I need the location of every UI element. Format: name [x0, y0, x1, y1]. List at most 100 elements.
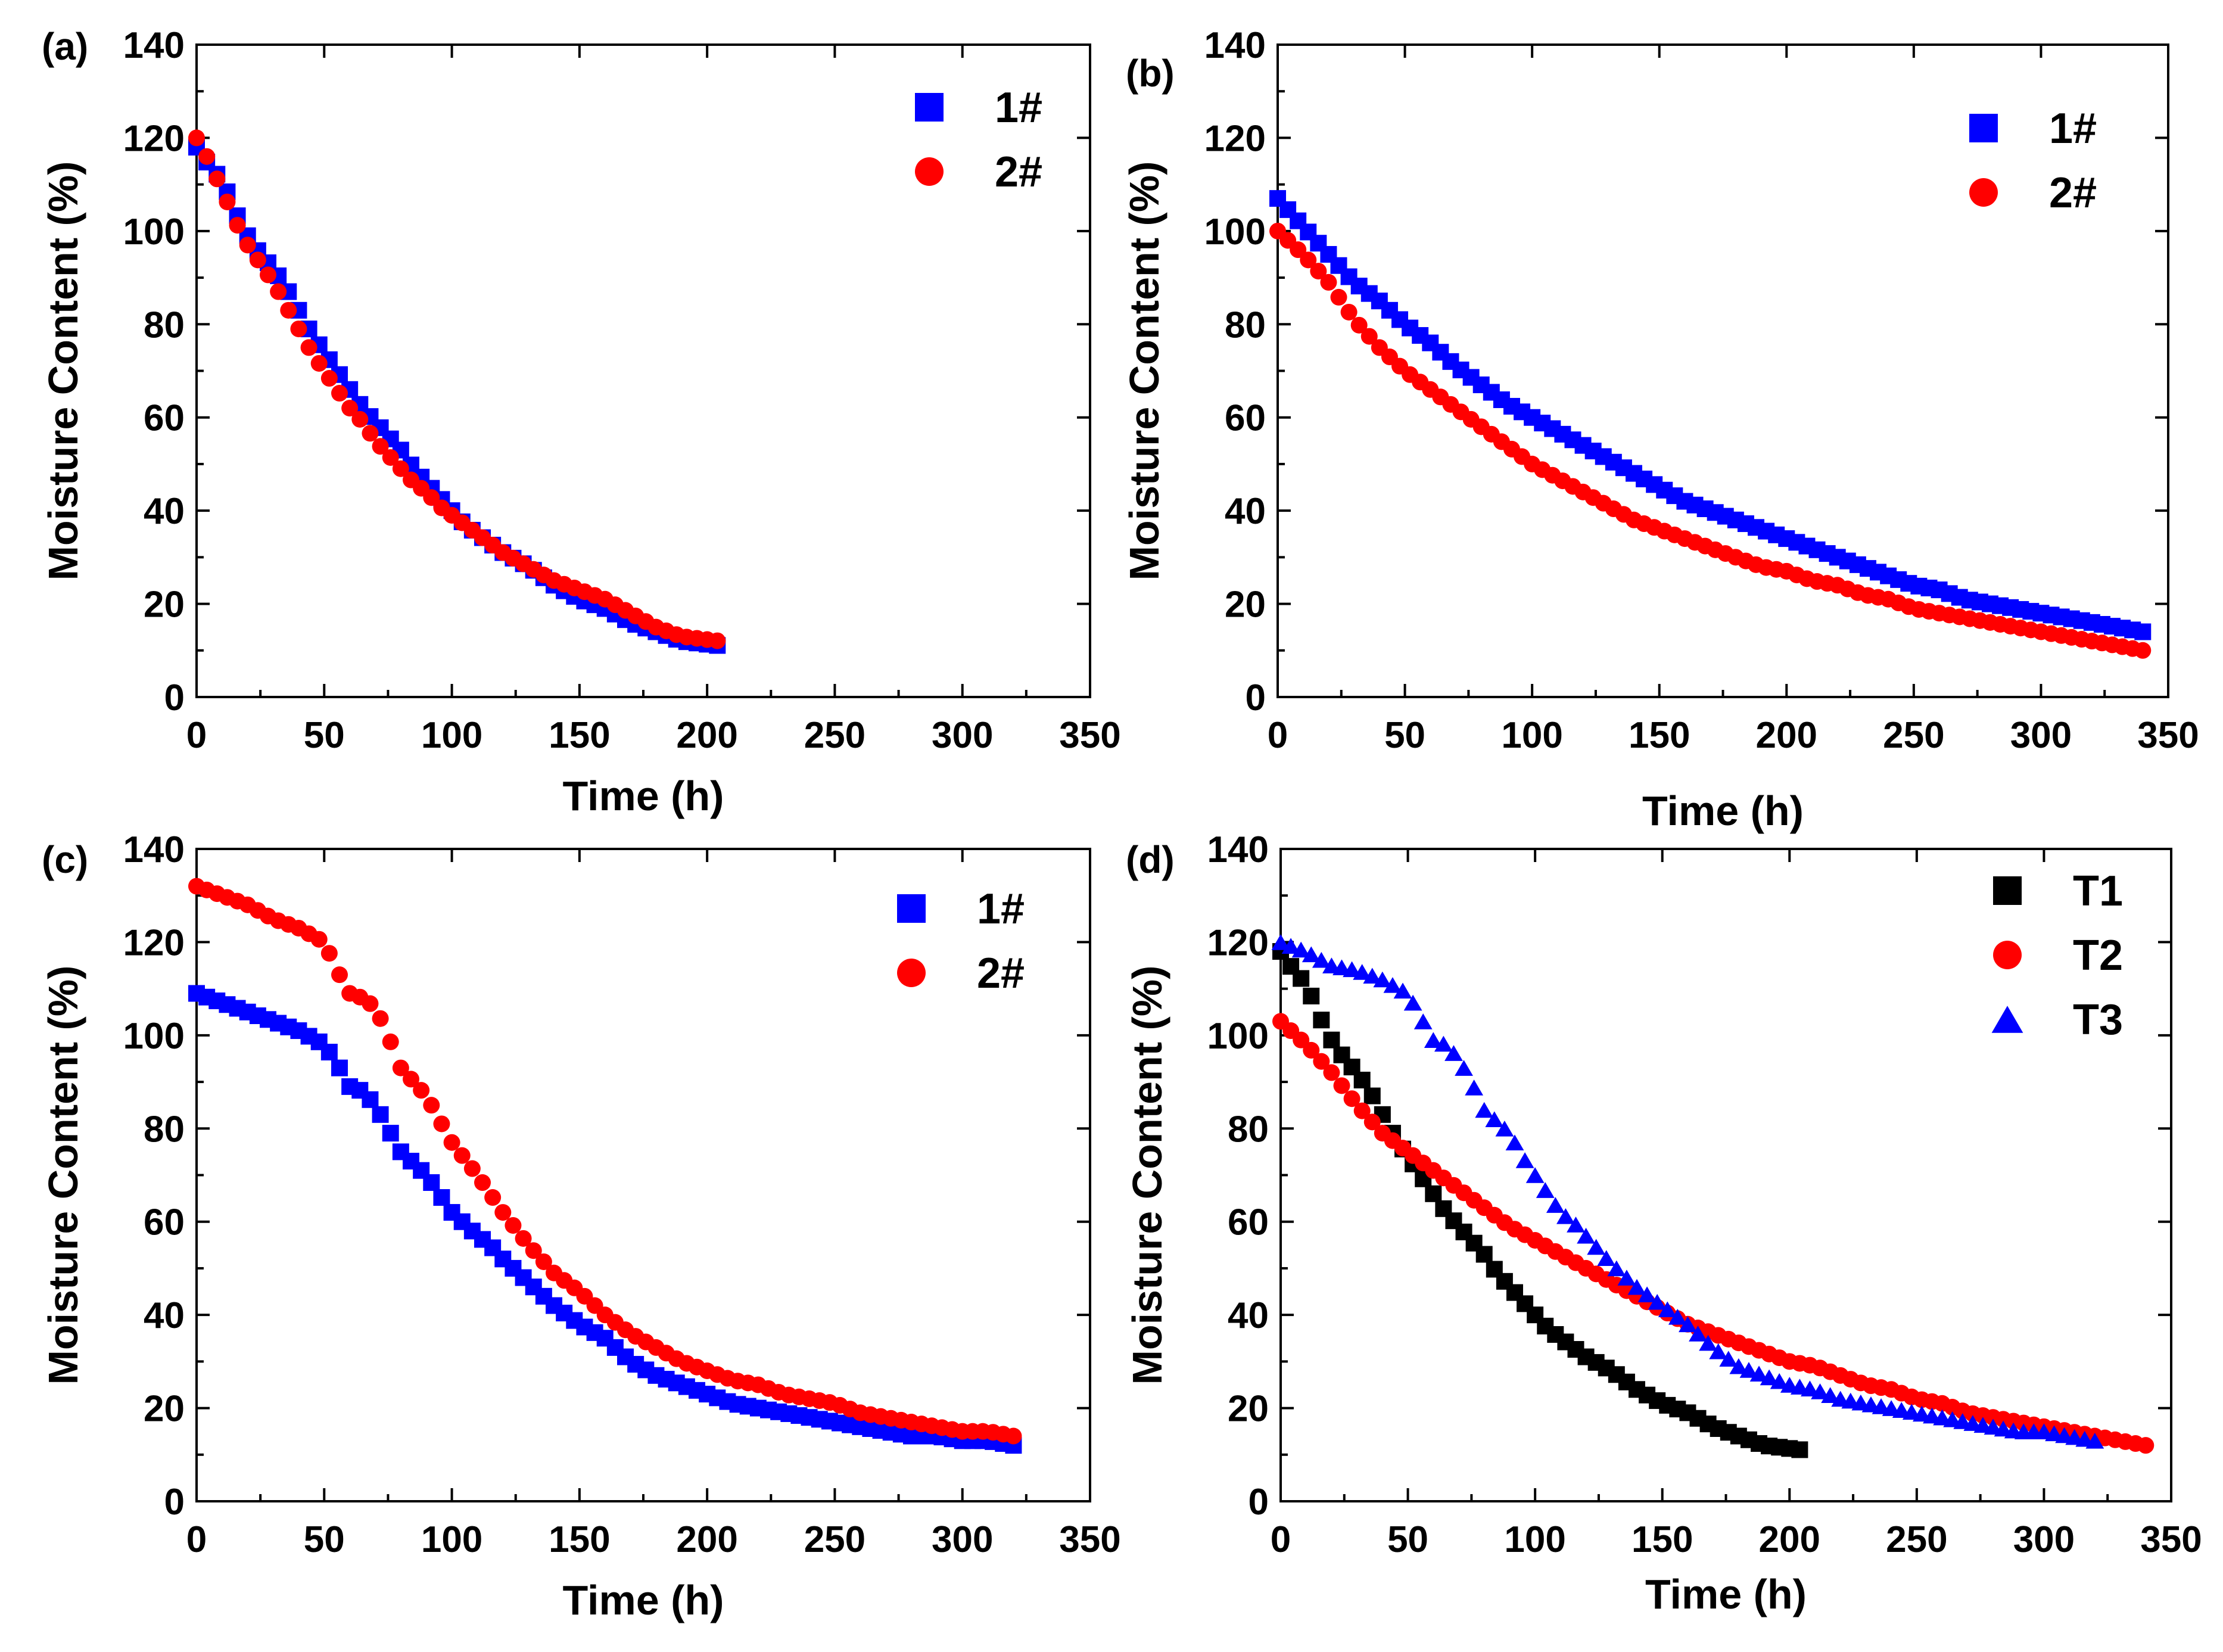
data-point: [1637, 1286, 1657, 1303]
y-tick-label: 120: [1204, 118, 1266, 159]
y-tick-label: 140: [123, 829, 185, 870]
data-point: [1340, 303, 1358, 321]
data-point: [1323, 1031, 1340, 1049]
legend-label: 1#: [977, 885, 1025, 933]
x-tick-label: 0: [1268, 715, 1288, 756]
x-tick-label: 250: [804, 1519, 865, 1560]
x-tick-label: 0: [1271, 1519, 1291, 1560]
x-tick-label: 150: [549, 1519, 610, 1560]
data-point: [494, 1204, 512, 1221]
data-point: [372, 1106, 389, 1123]
legend-label: 1#: [995, 84, 1042, 132]
data-point: [382, 1033, 399, 1050]
legend: T1 T2 T3: [1991, 867, 2123, 1044]
y-tick-label: 140: [123, 25, 185, 66]
data-point: [1444, 1045, 1463, 1061]
y-tick-label: 40: [144, 491, 185, 532]
panel-label: (b): [1126, 52, 1175, 95]
data-point: [1383, 977, 1402, 993]
data-point: [1627, 1278, 1646, 1295]
x-tick-label: 100: [1504, 1519, 1565, 1560]
data-point: [1475, 1102, 1494, 1118]
y-axis-title: Moisture Content (%): [1121, 161, 1167, 581]
data-point: [423, 1097, 440, 1114]
data-point: [1791, 1441, 1808, 1458]
data-point: [474, 1174, 491, 1191]
data-point: [280, 301, 297, 319]
data-point: [1320, 273, 1337, 291]
data-point: [1465, 1079, 1484, 1096]
data-point: [1801, 1380, 1819, 1397]
data-point: [1403, 994, 1422, 1011]
y-tick-label: 140: [1207, 829, 1269, 870]
y-tick-label: 120: [1207, 922, 1269, 963]
data-point: [198, 148, 216, 165]
legend-marker: [1993, 941, 2022, 969]
data-point: [1293, 970, 1310, 987]
x-tick-label: 200: [676, 1519, 737, 1560]
y-tick-label: 0: [164, 1482, 185, 1523]
x-tick-label: 0: [186, 715, 207, 756]
data-point: [1353, 1071, 1371, 1088]
x-tick-label: 350: [2137, 715, 2199, 756]
data-point: [1607, 1260, 1626, 1277]
series-T3: [1271, 934, 2104, 1449]
chart-panel: 0 50 100 150 200 250 300 350 0 20 40 60 80 100 120 140 T…: [40, 829, 1121, 1623]
y-tick-label: 140: [1204, 25, 1266, 66]
data-point: [1293, 1031, 1310, 1049]
data-point: [1475, 1246, 1493, 1263]
x-tick-label: 250: [1886, 1519, 1947, 1560]
x-tick-label: 100: [1501, 715, 1562, 756]
data-point: [1425, 1185, 1442, 1202]
data-point: [1587, 1239, 1606, 1255]
data-point: [1350, 316, 1368, 334]
legend-marker: [915, 157, 944, 186]
data-point: [1424, 1032, 1443, 1048]
y-tick-label: 40: [1225, 491, 1266, 532]
y-tick-label: 60: [1225, 398, 1266, 439]
y-tick-label: 0: [1246, 677, 1266, 718]
data-point: [1515, 1152, 1534, 1168]
y-tick-label: 100: [1207, 1016, 1269, 1057]
data-point: [382, 1125, 399, 1142]
data-point: [423, 1174, 440, 1191]
data-point: [1303, 987, 1320, 1004]
data-point: [1290, 241, 1307, 259]
x-tick-label: 300: [2010, 715, 2072, 756]
y-tick-label: 100: [123, 211, 185, 253]
data-point: [1749, 1365, 1769, 1382]
legend-marker: [1993, 876, 2022, 905]
data-point: [484, 1189, 502, 1206]
data-point: [463, 1160, 481, 1177]
legend-label: 1#: [2049, 105, 2097, 153]
plot-frame: [1279, 848, 2172, 1502]
x-tick-label: 250: [804, 715, 865, 756]
data-point: [505, 1217, 522, 1234]
data-point: [310, 931, 328, 948]
data-point: [1302, 946, 1321, 963]
legend: 1#2#: [1969, 105, 2097, 217]
y-tick-label: 80: [144, 304, 185, 346]
data-point: [208, 170, 226, 188]
data-point: [1597, 1250, 1616, 1267]
data-point: [443, 1134, 460, 1151]
legend-marker: [1969, 178, 1998, 207]
data-point: [1343, 1090, 1360, 1107]
legend-marker: [897, 894, 926, 923]
data-point: [1363, 1113, 1381, 1131]
y-tick-label: 0: [1249, 1482, 1269, 1523]
data-point: [188, 129, 205, 147]
data-point: [1739, 1362, 1758, 1378]
y-axis-title: Moisture Content (%): [1124, 966, 1170, 1385]
x-tick-label: 250: [1883, 715, 1944, 756]
data-point: [1310, 263, 1327, 280]
data-point: [2137, 1437, 2154, 1454]
series-2#: [188, 129, 726, 649]
x-tick-label: 50: [304, 1519, 345, 1560]
legend-marker: [1991, 1006, 2023, 1033]
data-point: [1313, 1012, 1330, 1029]
data-point: [535, 1253, 552, 1270]
chart-panel: 0 50 100 150 200 250 300 350 0 20 40 60 80 100 120 140 T…: [40, 25, 1121, 819]
data-point: [351, 410, 369, 428]
panel-label: (d): [1126, 838, 1175, 881]
